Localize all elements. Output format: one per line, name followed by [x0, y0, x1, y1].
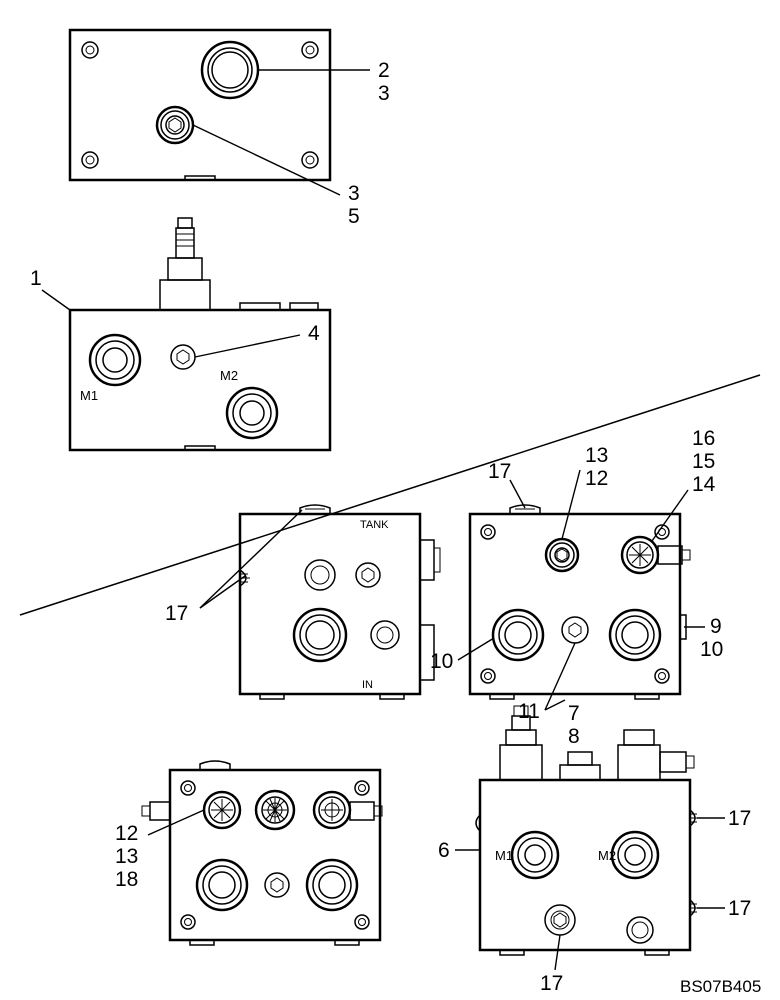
doc-id: BS07B405: [680, 977, 761, 996]
callout-17b: 17: [488, 460, 511, 483]
callout-14: 14: [692, 473, 716, 496]
block-side-view: M1 M2: [70, 218, 330, 450]
callout-1: 1: [30, 267, 42, 290]
callout-16: 16: [692, 427, 715, 450]
callout-17c: 17: [728, 807, 751, 830]
port-in: IN: [362, 679, 373, 691]
port-tank: TANK: [360, 519, 389, 531]
callout-5: 5: [348, 205, 360, 228]
port-m2-a: M2: [220, 368, 238, 383]
callout-7: 7: [568, 702, 580, 725]
callout-18: 18: [115, 868, 138, 891]
callout-8: 8: [568, 725, 580, 748]
callout-4: 4: [308, 322, 320, 345]
callout-3b: 3: [348, 182, 360, 205]
callout-17a: 17: [165, 602, 188, 625]
port-m1-a: M1: [80, 388, 98, 403]
callout-6: 6: [438, 839, 450, 862]
callout-17d: 17: [728, 897, 751, 920]
callout-10a: 10: [700, 638, 723, 661]
block-top-view: [70, 30, 330, 180]
callout-13b: 13: [115, 845, 138, 868]
block-dual-solenoid-top: [142, 761, 382, 945]
port-m2-b: M2: [598, 848, 616, 863]
block-side-m1m2: M1 M2: [476, 706, 698, 955]
callout-17e: 17: [540, 972, 563, 995]
callout-9: 9: [710, 615, 722, 638]
callout-10b: 10: [430, 650, 453, 673]
callout-12a: 12: [585, 467, 608, 490]
diagram-canvas: 2 3 3 5 M1 M2 1 4: [0, 0, 780, 1000]
callout-11: 11: [518, 700, 540, 723]
callout-3a: 3: [378, 82, 390, 105]
callout-2: 2: [378, 59, 390, 82]
port-m1-b: M1: [495, 848, 513, 863]
callout-13a: 13: [585, 444, 608, 467]
callout-12b: 12: [115, 822, 138, 845]
callout-15: 15: [692, 450, 715, 473]
divider-line: [20, 375, 760, 615]
